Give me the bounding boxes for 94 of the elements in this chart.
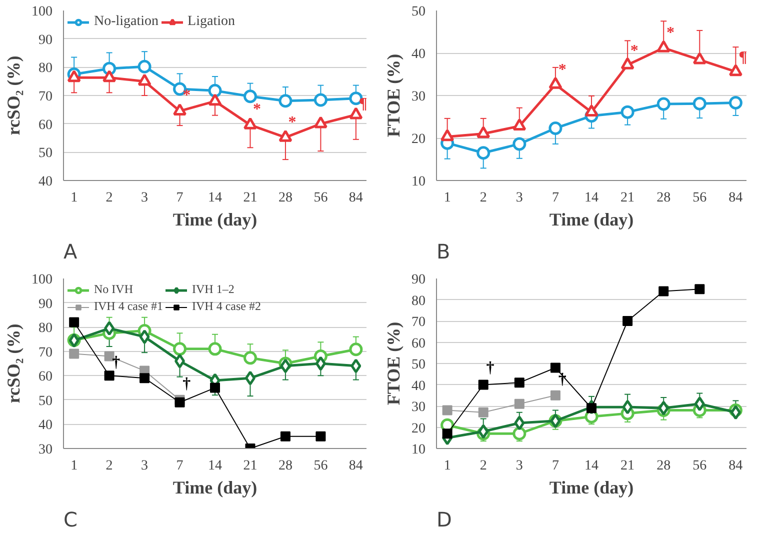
y-tick-label: 60 — [412, 336, 426, 352]
x-tick-label: 56 — [314, 458, 328, 474]
annotation: * — [253, 101, 262, 118]
x-tick-label: 14 — [208, 458, 222, 474]
annotation: † — [112, 354, 120, 371]
y-tick-label: 40 — [38, 418, 52, 434]
x-tick-label: 56 — [692, 458, 707, 474]
annotation: ¶ — [358, 96, 368, 112]
x-tick-label: 2 — [106, 190, 113, 206]
x-tick-label: 84 — [728, 190, 743, 206]
y-tick-label: 50 — [412, 358, 426, 372]
y-tick-label: 30 — [412, 400, 426, 415]
annotation: † — [182, 376, 191, 393]
x-tick-label: 28 — [656, 190, 671, 206]
x-axis-title: Time (day) — [172, 478, 258, 498]
x-tick-label: 7 — [176, 458, 184, 474]
annotation: * — [182, 87, 191, 104]
x-tick-label: 3 — [516, 190, 523, 206]
y-tick-label: 70 — [38, 345, 52, 360]
y-tick-label: 90 — [38, 32, 52, 48]
x-tick-label: 14 — [208, 190, 222, 206]
y-tick-label: 60 — [38, 370, 52, 385]
y-axis-title: FTOE (%) — [384, 322, 404, 406]
legend-label: IVH 4 case #2 — [192, 299, 261, 314]
y-tick-label: 20 — [412, 421, 426, 436]
x-axis-title: Time (day) — [172, 210, 258, 230]
y-tick-label: 90 — [412, 272, 426, 288]
x-tick-label: 84 — [348, 190, 363, 206]
y-tick-label: 80 — [38, 61, 52, 76]
y-tick-label: 40 — [412, 47, 426, 62]
y-tick-label: 70 — [38, 90, 52, 104]
y-tick-label: 100 — [32, 272, 52, 288]
x-tick-label: 7 — [552, 458, 559, 474]
y-tick-label: 50 — [38, 394, 52, 409]
y-tick-label: 100 — [32, 4, 52, 20]
x-tick-label: 3 — [141, 458, 148, 474]
x-tick-label: 14 — [584, 458, 598, 474]
y-tick-label: 20 — [412, 132, 426, 147]
annotation: † — [486, 359, 494, 376]
y-tick-label: 50 — [38, 146, 52, 162]
x-tick-label: 21 — [620, 458, 635, 474]
x-tick-label: 56 — [314, 190, 328, 206]
x-tick-label: 1 — [444, 190, 451, 206]
legend-label: No-ligation — [94, 14, 159, 30]
annotation: * — [630, 42, 638, 60]
y-tick-label: 10 — [412, 174, 426, 190]
annotation: * — [288, 114, 296, 131]
annotation: * — [558, 62, 566, 78]
text: C — [64, 508, 78, 532]
y-tick-label: 70 — [412, 315, 426, 330]
x-tick-label: 21 — [620, 190, 635, 206]
text: B — [436, 240, 450, 264]
text: D — [436, 508, 452, 532]
x-axis-title: Time (day) — [549, 478, 634, 498]
legend-label: Ligation — [188, 14, 235, 30]
x-tick-label: 1 — [70, 190, 78, 206]
y-tick-label: 50 — [412, 4, 426, 20]
y-tick-label: 80 — [412, 294, 426, 309]
y-tick-label: 90 — [38, 296, 52, 312]
x-tick-label: 7 — [552, 190, 559, 206]
y-tick-label: 60 — [38, 118, 52, 133]
annotation: * — [666, 24, 674, 42]
y-axis-title: FTOE (%) — [384, 54, 404, 138]
y-axis-title: rcSO₂ (%) — [4, 56, 24, 136]
x-tick-label: 28 — [278, 190, 292, 206]
x-tick-label: 84 — [348, 458, 363, 474]
x-tick-label: 84 — [728, 458, 743, 474]
x-tick-label: 28 — [656, 458, 671, 474]
x-tick-label: 28 — [278, 458, 292, 474]
y-tick-label: 30 — [38, 442, 52, 458]
x-tick-label: 14 — [584, 190, 598, 206]
x-tick-label: 2 — [106, 458, 113, 474]
x-tick-label: 2 — [480, 458, 487, 474]
y-tick-label: 80 — [38, 321, 52, 336]
x-tick-label: 3 — [141, 190, 148, 206]
x-tick-label: 21 — [243, 190, 258, 206]
text: A — [64, 240, 78, 264]
x-tick-label: 7 — [176, 190, 184, 206]
x-tick-label: 56 — [692, 190, 707, 206]
legend-label: IVH 4 case #1 — [94, 299, 163, 314]
x-tick-label: 21 — [243, 458, 258, 474]
x-axis-title: Time (day) — [549, 210, 634, 230]
x-tick-label: 2 — [480, 190, 487, 206]
annotation: ¶ — [738, 48, 748, 66]
x-tick-label: 1 — [444, 458, 451, 474]
y-tick-label: 10 — [412, 442, 426, 458]
y-tick-label: 40 — [38, 174, 52, 190]
y-tick-label: 30 — [412, 90, 426, 104]
x-tick-label: 3 — [516, 458, 523, 474]
legend-label: No IVH — [94, 282, 133, 297]
legend-label: IVH 1–2 — [192, 282, 234, 297]
y-axis-title: rcSO₂ (%) — [4, 324, 24, 404]
x-tick-label: 1 — [70, 458, 78, 474]
y-tick-label: 40 — [412, 378, 426, 394]
